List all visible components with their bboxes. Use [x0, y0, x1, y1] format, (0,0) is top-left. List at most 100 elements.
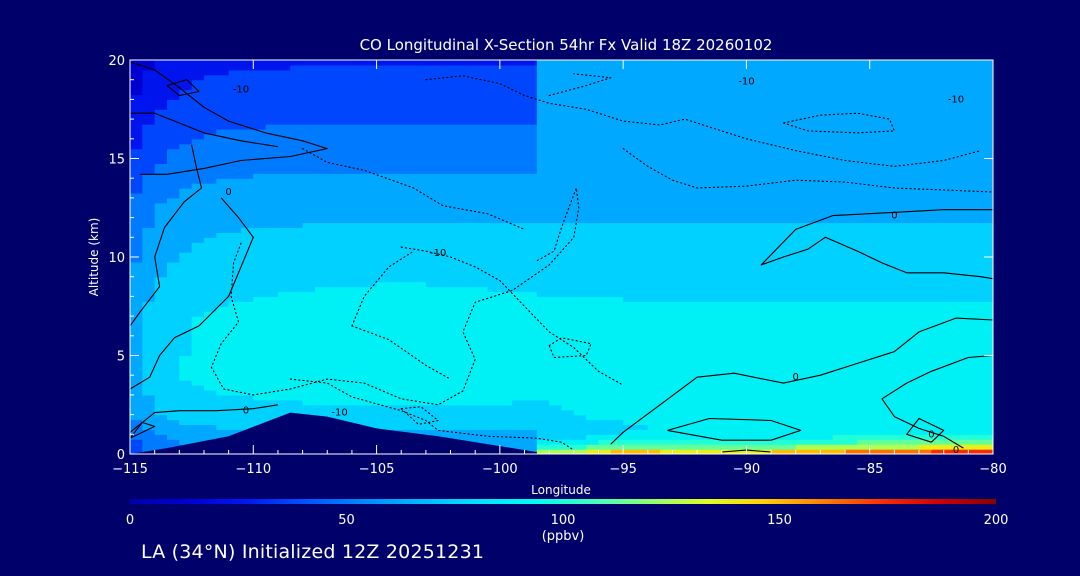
co-field-cell: [130, 325, 143, 332]
co-field-cell: [697, 350, 711, 357]
co-field-cell: [142, 271, 156, 278]
co-field-cell: [610, 296, 624, 302]
co-field-cell: [364, 128, 378, 135]
co-field-cell: [758, 350, 772, 357]
co-field-cell: [240, 188, 254, 194]
co-field-cell: [721, 306, 735, 312]
co-field-cell: [425, 399, 439, 406]
co-field-cell: [586, 153, 600, 160]
co-field-cell: [573, 197, 587, 204]
co-field-cell: [906, 247, 920, 253]
co-field-cell: [623, 296, 637, 302]
co-field-cell: [179, 345, 193, 352]
co-field-cell: [450, 301, 464, 307]
co-field-cell: [820, 271, 834, 278]
co-field-cell: [376, 163, 390, 169]
co-field-cell: [191, 237, 205, 243]
co-field-cell: [154, 183, 168, 189]
co-field-cell: [721, 340, 735, 347]
co-field-cell: [573, 414, 587, 421]
co-field-cell: [598, 365, 612, 371]
co-field-cell: [413, 414, 427, 421]
co-field-cell: [931, 404, 945, 411]
co-field-cell: [660, 404, 674, 411]
co-field-cell: [660, 114, 674, 120]
co-field-cell: [438, 261, 452, 268]
co-field-cell: [327, 133, 341, 140]
co-field-cell: [721, 419, 735, 426]
co-field-cell: [536, 286, 550, 293]
co-field-cell: [524, 439, 538, 445]
co-field-cell: [943, 365, 957, 371]
co-field-cell: [869, 188, 883, 194]
co-field-cell: [894, 114, 908, 120]
co-field-cell: [302, 335, 316, 342]
co-field-cell: [980, 124, 993, 130]
co-field-cell: [734, 276, 748, 283]
co-field-cell: [734, 128, 748, 135]
co-field-cell: [425, 109, 439, 115]
co-field-cell: [845, 296, 858, 302]
co-field-cell: [709, 138, 723, 145]
co-field-cell: [771, 232, 785, 238]
co-field-cell: [931, 124, 945, 130]
co-field-cell: [302, 345, 316, 352]
co-field-cell: [487, 394, 501, 401]
co-field-cell: [462, 212, 476, 219]
co-field-cell: [425, 419, 439, 426]
co-field-cell: [857, 168, 871, 174]
co-field-cell: [179, 419, 193, 426]
co-field-cell: [339, 133, 353, 140]
co-field-cell: [475, 414, 489, 421]
co-field-cell: [314, 261, 328, 268]
co-field-cell: [882, 399, 895, 406]
co-field-cell: [956, 306, 969, 312]
co-field-cell: [882, 286, 895, 293]
co-field-cell: [882, 124, 895, 130]
co-field-cell: [253, 380, 267, 386]
co-field-cell: [795, 242, 809, 248]
co-field-cell: [746, 148, 760, 155]
co-field-cell: [721, 242, 735, 248]
co-field-cell: [438, 257, 452, 263]
co-field-cell: [635, 375, 649, 381]
co-field-cell: [869, 266, 883, 273]
co-field-cell: [980, 202, 993, 209]
co-field-cell: [475, 202, 489, 209]
co-field-cell: [980, 311, 993, 317]
co-field-cell: [154, 399, 168, 406]
co-field-cell: [425, 330, 439, 337]
co-field-cell: [351, 114, 365, 120]
co-field-cell: [142, 232, 156, 238]
co-field-cell: [956, 158, 969, 165]
co-field-cell: [635, 114, 649, 120]
co-field-cell: [462, 399, 476, 406]
co-field-cell: [179, 340, 193, 347]
co-field-cell: [524, 207, 538, 214]
co-field-cell: [586, 370, 600, 376]
co-field-cell: [561, 163, 575, 169]
co-field-cell: [697, 138, 711, 145]
co-field-cell: [216, 222, 230, 229]
co-field-cell: [524, 409, 538, 416]
co-field-cell: [388, 286, 402, 293]
co-field-cell: [931, 306, 945, 312]
co-field-cell: [561, 424, 575, 430]
co-field-cell: [154, 340, 168, 347]
co-field-cell: [339, 311, 353, 317]
co-field-cell: [832, 296, 846, 302]
co-field-cell: [524, 217, 538, 224]
co-field-cell: [327, 296, 341, 302]
co-field-cell: [832, 389, 846, 396]
co-field-cell: [746, 404, 760, 411]
co-field-cell: [672, 124, 686, 130]
co-field-cell: [758, 124, 772, 130]
co-field-cell: [339, 345, 353, 352]
co-field-cell: [450, 237, 464, 243]
co-field-cell: [166, 306, 180, 312]
co-field-cell: [795, 128, 809, 135]
co-field-cell: [709, 429, 723, 435]
co-field-cell: [450, 335, 464, 342]
co-field-cell: [845, 114, 858, 120]
co-field-cell: [734, 370, 748, 376]
